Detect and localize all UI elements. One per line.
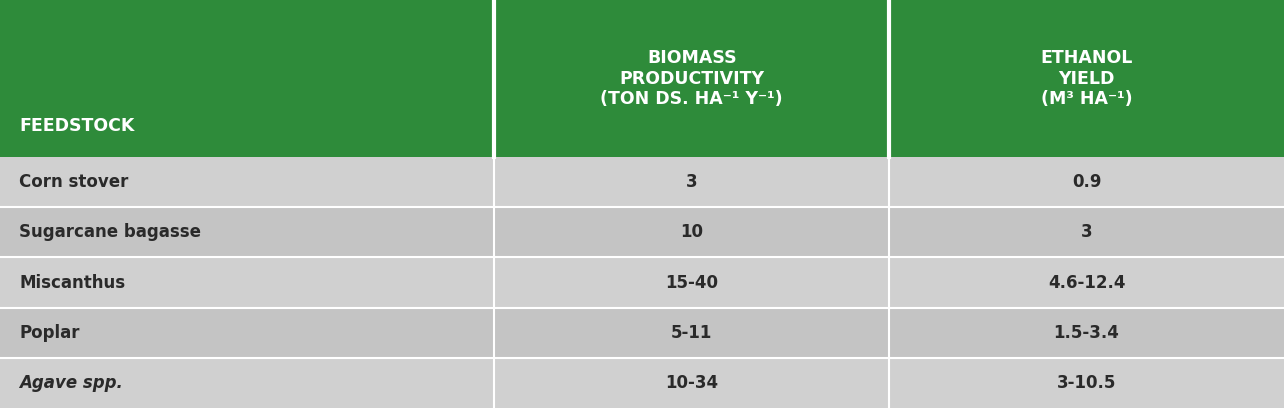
Text: 10-34: 10-34 — [665, 374, 718, 392]
Text: Sugarcane bagasse: Sugarcane bagasse — [19, 223, 202, 242]
Bar — [0, 257, 1284, 308]
Bar — [0, 157, 1284, 207]
Bar — [0, 0, 494, 157]
Text: Corn stover: Corn stover — [19, 173, 128, 191]
Text: 1.5-3.4: 1.5-3.4 — [1054, 324, 1120, 342]
Text: 4.6-12.4: 4.6-12.4 — [1048, 273, 1125, 292]
Text: 15-40: 15-40 — [665, 273, 718, 292]
Text: 3: 3 — [1081, 223, 1093, 242]
Text: Poplar: Poplar — [19, 324, 80, 342]
Text: 10: 10 — [681, 223, 704, 242]
Text: 0.9: 0.9 — [1072, 173, 1102, 191]
Bar — [0, 358, 1284, 408]
Text: Agave spp.: Agave spp. — [19, 374, 123, 392]
Text: Miscanthus: Miscanthus — [19, 273, 126, 292]
Bar — [0, 207, 1284, 257]
Text: 3: 3 — [686, 173, 697, 191]
Text: 5-11: 5-11 — [672, 324, 713, 342]
Text: BIOMASS
PRODUCTIVITY
(TON DS. HA⁻¹ Y⁻¹): BIOMASS PRODUCTIVITY (TON DS. HA⁻¹ Y⁻¹) — [601, 49, 783, 109]
Bar — [889, 0, 1284, 157]
Bar — [494, 0, 889, 157]
Bar — [0, 308, 1284, 358]
Text: 3-10.5: 3-10.5 — [1057, 374, 1116, 392]
Text: FEEDSTOCK: FEEDSTOCK — [19, 117, 135, 135]
Text: ETHANOL
YIELD
(M³ HA⁻¹): ETHANOL YIELD (M³ HA⁻¹) — [1040, 49, 1132, 109]
